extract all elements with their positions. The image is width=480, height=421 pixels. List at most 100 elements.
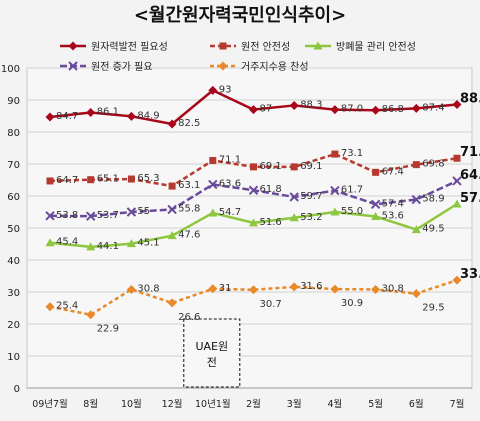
y-tick-label: 60 [7, 192, 20, 203]
data-label: 57.5 [460, 191, 480, 206]
data-label: 64.7 [460, 168, 480, 183]
data-label: 45.1 [137, 238, 159, 249]
data-point [209, 157, 216, 164]
data-point [291, 163, 298, 170]
data-point [87, 176, 94, 183]
legend-label: 원자력발전 필요성 [91, 41, 168, 53]
data-label: 54.7 [219, 207, 241, 218]
data-label: 93 [219, 84, 232, 95]
data-label: 22.9 [97, 324, 119, 335]
data-label: 53.7 [97, 210, 119, 221]
y-tick-label: 20 [7, 320, 20, 331]
x-tick-label: 4월 [328, 398, 343, 410]
chart-title: <월간원자력국민인식추이> [134, 5, 346, 26]
legend-label: 거주지수용 찬성 [241, 61, 309, 73]
y-tick-label: 10 [7, 352, 20, 363]
data-point [331, 151, 338, 158]
data-label: 55 [137, 206, 150, 217]
data-label: 55.8 [178, 203, 200, 214]
data-label: 63.1 [178, 180, 200, 191]
data-label: 84.9 [137, 110, 159, 121]
data-label: 57.4 [382, 198, 404, 209]
data-label: 88.6 [460, 91, 480, 106]
data-label: 61.8 [260, 184, 282, 195]
y-tick-label: 90 [7, 96, 20, 107]
data-point [128, 176, 135, 183]
y-tick-label: 70 [7, 160, 20, 171]
data-label: 49.5 [422, 224, 444, 235]
data-label: 30.8 [382, 283, 404, 294]
data-label: 31 [219, 283, 232, 294]
y-tick-label: 0 [14, 384, 20, 395]
x-tick-label: 12월 [162, 398, 183, 410]
data-label: 87.0 [341, 104, 363, 115]
data-label: 53.6 [382, 210, 404, 221]
legend-swatch-marker [220, 43, 227, 50]
data-label: 33.7 [460, 267, 480, 282]
data-label: 25.4 [56, 301, 78, 312]
data-label: 53.8 [56, 210, 78, 221]
x-tick-label: 09년7월 [32, 398, 68, 410]
data-label: 67.4 [382, 166, 404, 177]
legend-swatch-marker [69, 42, 78, 51]
data-label: 63.6 [219, 178, 241, 189]
legend-label: 방폐물 관리 안전성 [336, 41, 416, 53]
data-label: 59.7 [300, 191, 322, 202]
data-label: 87.4 [422, 102, 444, 113]
data-label: 55.0 [341, 206, 363, 217]
x-tick-label: 8월 [83, 398, 98, 410]
data-label: 71.8 [460, 145, 480, 160]
data-label: 30.8 [137, 283, 159, 294]
x-tick-label: 10월 [121, 398, 142, 410]
data-label: 53.2 [300, 212, 322, 223]
data-label: 84.7 [56, 111, 78, 122]
x-tick-label: 3월 [287, 398, 302, 410]
annotation-text: UAE원 [195, 340, 228, 353]
data-label: 86.8 [382, 104, 404, 115]
x-tick-label: 7월 [450, 398, 465, 410]
data-point [169, 183, 176, 190]
y-tick-label: 30 [7, 288, 20, 299]
legend-item: 원자력발전 필요성 [60, 41, 168, 53]
data-label: 30.7 [260, 299, 282, 310]
data-label: 86.1 [97, 106, 119, 117]
y-tick-label: 80 [7, 128, 20, 139]
data-label: 69.1 [300, 161, 322, 172]
annotation-box [184, 319, 240, 387]
data-point [413, 161, 420, 168]
data-label: 87 [260, 104, 273, 115]
legend-label: 원전 안전성 [241, 41, 290, 53]
data-label: 44.1 [97, 241, 119, 252]
data-point [250, 163, 257, 170]
data-point [372, 169, 379, 176]
data-label: 82.5 [178, 118, 200, 129]
data-label: 61.7 [341, 185, 363, 196]
data-label: 26.6 [178, 312, 200, 323]
data-label: 51.6 [260, 217, 282, 228]
data-label: 88.3 [300, 99, 322, 110]
data-label: 31.6 [300, 281, 322, 292]
data-label: 58.9 [422, 194, 444, 205]
data-label: 69.8 [422, 159, 444, 170]
data-label: 71.1 [219, 154, 241, 165]
x-tick-label: 2월 [246, 398, 261, 410]
data-label: 65.3 [137, 173, 159, 184]
y-tick-label: 50 [7, 224, 20, 235]
x-tick-label: 6월 [409, 398, 424, 410]
data-label: 29.5 [422, 303, 444, 314]
x-tick-label: 10년1월 [195, 398, 231, 410]
legend-label: 원전 증가 필요 [91, 61, 153, 73]
data-label: 73.1 [341, 148, 363, 159]
legend-item: 원전 안전성 [210, 41, 290, 53]
data-label: 64.7 [56, 175, 78, 186]
y-tick-label: 40 [7, 256, 20, 267]
data-label: 65.1 [97, 174, 119, 185]
data-label: 69.1 [260, 161, 282, 172]
x-tick-label: 5월 [368, 398, 383, 410]
data-label: 45.4 [56, 237, 78, 248]
y-tick-label: 100 [1, 64, 20, 75]
data-label: 47.6 [178, 230, 200, 241]
legend-item: 방폐물 관리 안전성 [305, 41, 416, 53]
